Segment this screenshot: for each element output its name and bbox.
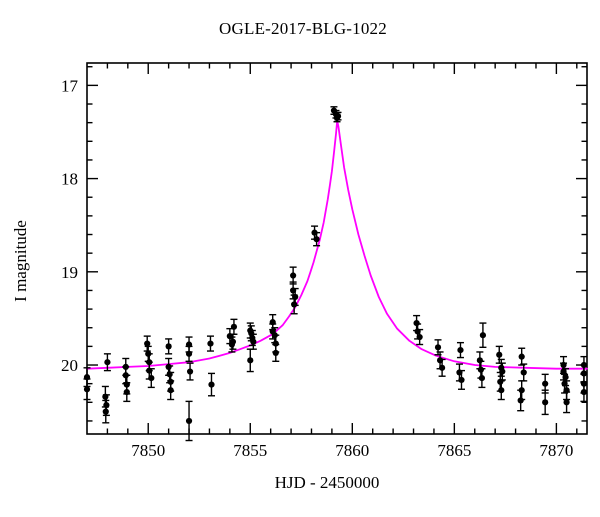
data-point [439,364,446,371]
plot-box [86,62,588,435]
data-point [563,399,570,406]
x-tick-label: 7860 [335,441,369,460]
data-point [167,387,174,394]
x-tick-label: 7870 [539,441,573,460]
data-point [104,359,111,366]
data-point [458,376,465,384]
data-point [207,340,214,347]
data-point [123,388,130,396]
data-point [496,351,503,358]
x-tick-label: 7850 [131,441,165,460]
data-point [144,340,151,347]
data-point [478,374,485,382]
data-point [250,338,257,345]
data-point [520,369,527,376]
data-point [497,378,504,385]
data-point [477,366,484,373]
data-point [413,319,420,327]
y-axis-label: I magnitude [11,220,30,302]
data-point [83,386,91,393]
data-point [479,332,487,339]
data-point [186,368,194,375]
data-point [102,408,109,415]
data-point [517,397,524,404]
data-point [580,388,588,396]
x-tick-label: 7855 [233,441,267,460]
data-point [416,333,423,341]
data-point [542,380,549,387]
data-point [165,363,172,370]
data-point [291,301,298,308]
data-point [313,236,320,243]
data-point [476,357,483,364]
data-point [229,338,237,345]
data-point [542,399,549,406]
y-tick-label: 19 [61,263,78,282]
data-point [457,347,464,354]
y-tick-label: 20 [61,356,78,375]
model-curve [86,119,588,370]
data-point [230,323,238,330]
data-point [247,357,254,364]
data-point [334,113,342,120]
data-point [290,272,297,279]
y-tick-label: 17 [61,76,79,95]
y-tick-label: 18 [61,170,78,189]
x-tick-label: 7865 [437,441,471,460]
data-point [208,381,215,388]
data-point [185,350,193,357]
x-axis-label: HJD - 2450000 [274,473,380,492]
chart-title: OGLE-2017-BLG-1022 [219,19,387,38]
data-point [185,417,193,425]
data-point [518,353,525,360]
data-point [434,344,442,351]
data-point [148,374,155,382]
data-point [272,349,279,357]
data-point [498,387,505,394]
data-point [165,343,172,350]
